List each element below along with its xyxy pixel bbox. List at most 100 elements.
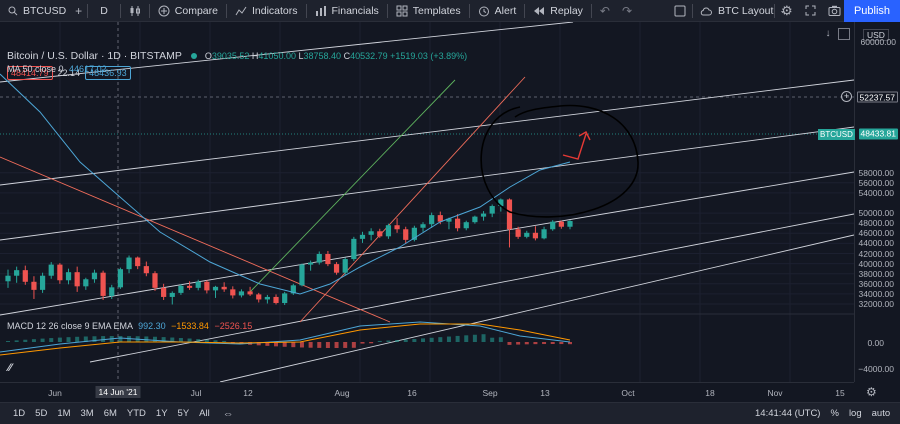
macd-histogram-bar	[472, 334, 477, 342]
percent-toggle[interactable]: %	[830, 408, 839, 419]
alert-button[interactable]: Alert	[472, 0, 523, 22]
price-axis[interactable]: USD 60000.00 58000.00 56000.00 54000.00 500…	[841, 22, 900, 382]
time-tick: Oct	[621, 388, 635, 398]
interval-button[interactable]: D	[90, 0, 118, 22]
macd-histogram-bar	[317, 342, 322, 348]
time-tick: Jun	[48, 388, 62, 398]
chart-pane[interactable]: Bitcoin / U.S. Dollar · 1D · BITSTAMP O3…	[0, 22, 854, 382]
expand-icon	[805, 5, 816, 16]
candle-body	[394, 225, 400, 230]
macd-histogram-bar	[14, 340, 19, 342]
range-button-5y[interactable]: 5Y	[177, 408, 190, 419]
macd-histogram-bar	[222, 340, 227, 342]
macd-legend[interactable]: MACD 12 26 close 9 EMA EMA 992.30 −1533.…	[7, 321, 252, 331]
indicators-icon	[235, 5, 247, 17]
financials-button[interactable]: Financials	[309, 0, 385, 22]
publish-button[interactable]: Publish	[844, 0, 900, 22]
candle-body	[342, 259, 348, 273]
channel-line	[89, 213, 854, 363]
candle-body	[351, 238, 357, 260]
chart-scroll-down-button[interactable]: ↓	[825, 28, 831, 39]
add-alert-plus-icon[interactable]: +	[841, 91, 852, 102]
range-button-5d[interactable]: 5D	[35, 408, 48, 419]
compare-button[interactable]: Compare	[152, 0, 224, 22]
channel-line	[0, 22, 574, 83]
time-axis-settings-button[interactable]: ⚙	[866, 385, 877, 399]
macd-histogram-bar	[66, 337, 71, 342]
symbol-add-button[interactable]: +	[72, 0, 85, 22]
red-trend-line	[0, 156, 391, 323]
ma-legend[interactable]: MA 50 close 0 44617.02	[7, 64, 107, 74]
candle-body	[524, 232, 530, 237]
symbol-search-button[interactable]: BTCUSD	[0, 0, 72, 22]
macd-histogram-bar	[343, 342, 348, 348]
macd-histogram-bar	[256, 342, 261, 346]
go-to-date-button[interactable]: ⇔	[222, 407, 234, 420]
undo-button[interactable]: ↶	[594, 0, 616, 22]
range-button-1m[interactable]: 1M	[57, 408, 71, 419]
currency-selector[interactable]: USD	[863, 29, 889, 41]
time-axis[interactable]: Jun 14 Jun '21 Jul 12 Aug 16 Sep 13 Oct 18 Nov 15	[0, 382, 854, 402]
crosshair-price-label: 52237.57	[856, 91, 898, 103]
candle-body	[325, 254, 331, 265]
macd-line	[0, 321, 571, 353]
chart-style-button[interactable]	[123, 0, 147, 22]
macd-histogram-bar	[282, 342, 287, 347]
candle-body	[83, 279, 89, 287]
snapshot-button[interactable]	[822, 0, 847, 22]
low-value: 38758.40	[303, 51, 342, 61]
redo-button[interactable]: ↷	[616, 0, 638, 22]
fullscreen-toggle-button[interactable]	[668, 0, 692, 22]
symbol-label: BTCUSD	[23, 4, 67, 17]
time-tick: 16	[407, 388, 417, 398]
macd-histogram-bar	[6, 341, 10, 342]
indicators-button[interactable]: Indicators	[229, 0, 304, 22]
settings-button[interactable]: ⚙	[775, 0, 799, 22]
macd-histogram-bar	[334, 342, 339, 348]
macd-histogram-bar	[403, 339, 408, 342]
high-label: H	[251, 51, 259, 61]
cloud-icon	[700, 6, 712, 16]
macd-value-2: −1533.84	[171, 321, 209, 331]
range-button-6m[interactable]: 6M	[103, 408, 117, 419]
log-toggle[interactable]: log	[848, 408, 862, 419]
macd-zero-tick: 0.00	[867, 338, 884, 348]
layout-menu-button[interactable]: BTC Layout ⌄	[694, 0, 792, 22]
candle-body	[411, 227, 417, 240]
price-tick: 46000.00	[858, 228, 894, 239]
candle-body	[558, 221, 564, 227]
candle-body	[385, 225, 392, 237]
time-tick: Jul	[190, 388, 202, 398]
clock-label[interactable]: 14:41:44 (UTC)	[755, 408, 821, 419]
candle-body	[550, 221, 556, 230]
range-button-ytd[interactable]: YTD	[126, 408, 146, 419]
top-tick: 60000.00	[860, 37, 896, 47]
templates-button[interactable]: Templates	[390, 0, 467, 22]
auto-toggle[interactable]: auto	[871, 408, 891, 419]
layout-name: BTC Layout	[718, 4, 774, 17]
alarm-clock-icon	[478, 5, 490, 17]
macd-histogram-bar	[490, 337, 495, 342]
macd-histogram-bar	[196, 339, 201, 342]
candle-body	[506, 199, 513, 230]
bid-box[interactable]: 48414.79	[7, 66, 53, 80]
macd-histogram-bar	[152, 336, 157, 342]
candle-body	[446, 218, 452, 222]
separator	[225, 3, 227, 18]
fullscreen-button[interactable]	[799, 0, 822, 22]
range-button-3m[interactable]: 3M	[80, 408, 94, 419]
chart-maximize-button[interactable]	[838, 28, 850, 40]
low-label: L	[298, 51, 304, 61]
ask-box[interactable]: 48436.93	[85, 66, 131, 80]
candle-body	[437, 215, 443, 222]
range-button-1d[interactable]: 1D	[13, 408, 26, 419]
price-tick: 42000.00	[858, 248, 894, 259]
macd-signal-line	[0, 323, 571, 356]
price-chart[interactable]	[0, 22, 854, 382]
redo-icon: ↷	[621, 3, 633, 18]
candle-body	[247, 291, 253, 295]
range-button-1y[interactable]: 1Y	[155, 408, 168, 419]
range-button-all[interactable]: All	[199, 408, 210, 419]
last-price-label: 48433.81	[858, 128, 898, 140]
replay-button[interactable]: Replay	[527, 0, 589, 22]
